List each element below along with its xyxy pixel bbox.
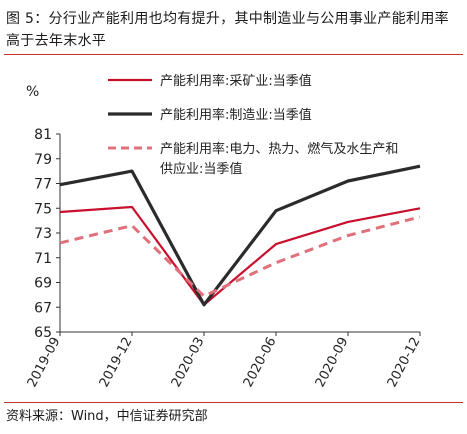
- x-tick-label: 2020-12: [385, 335, 424, 390]
- source-note: 资料来源：Wind，中信证券研究部: [6, 409, 208, 424]
- x-tick-label: 2020-06: [241, 335, 280, 390]
- y-tick-label: 71: [34, 251, 52, 267]
- y-tick-label: 81: [34, 127, 52, 143]
- y-tick-label: 73: [34, 226, 52, 242]
- chart-svg: % 65 67 69 71 73 75 77 79 81 2019-09 2019-12 2020-03…: [25, 73, 424, 390]
- y-tick-label: 75: [34, 201, 52, 217]
- legend-label-utilities: 供应业:当季值: [160, 161, 242, 177]
- x-tick-label: 2020-09: [313, 335, 352, 390]
- x-tick-label: 2020-03: [169, 335, 208, 390]
- legend-label-utilities: 产能利用率:电力、热力、燃气及水生产和: [160, 141, 398, 157]
- legend-label-manufacturing: 产能利用率:制造业:当季值: [160, 107, 312, 123]
- y-tick-label: 77: [34, 177, 52, 193]
- legend-label-mining: 产能利用率:采矿业:当季值: [160, 73, 312, 89]
- x-tick-label: 2019-09: [25, 335, 64, 390]
- figure-title: 图 5：分行业产能利用也均有提升，其中制造业与公用事业产能利用率高于去年末水平: [6, 11, 449, 49]
- x-tick-label: 2019-12: [97, 335, 136, 390]
- title-divider: [4, 54, 463, 55]
- y-tick-label: 65: [34, 325, 52, 341]
- series-line-mining: [59, 205, 421, 306]
- footer-divider: [4, 402, 463, 403]
- y-tick-label: 67: [34, 300, 52, 316]
- series-line-utilities: [59, 215, 421, 298]
- y-unit-label: %: [26, 84, 39, 100]
- y-tick-label: 69: [34, 276, 52, 292]
- series-line-manufacturing: [59, 164, 421, 307]
- y-tick-label: 79: [34, 152, 52, 168]
